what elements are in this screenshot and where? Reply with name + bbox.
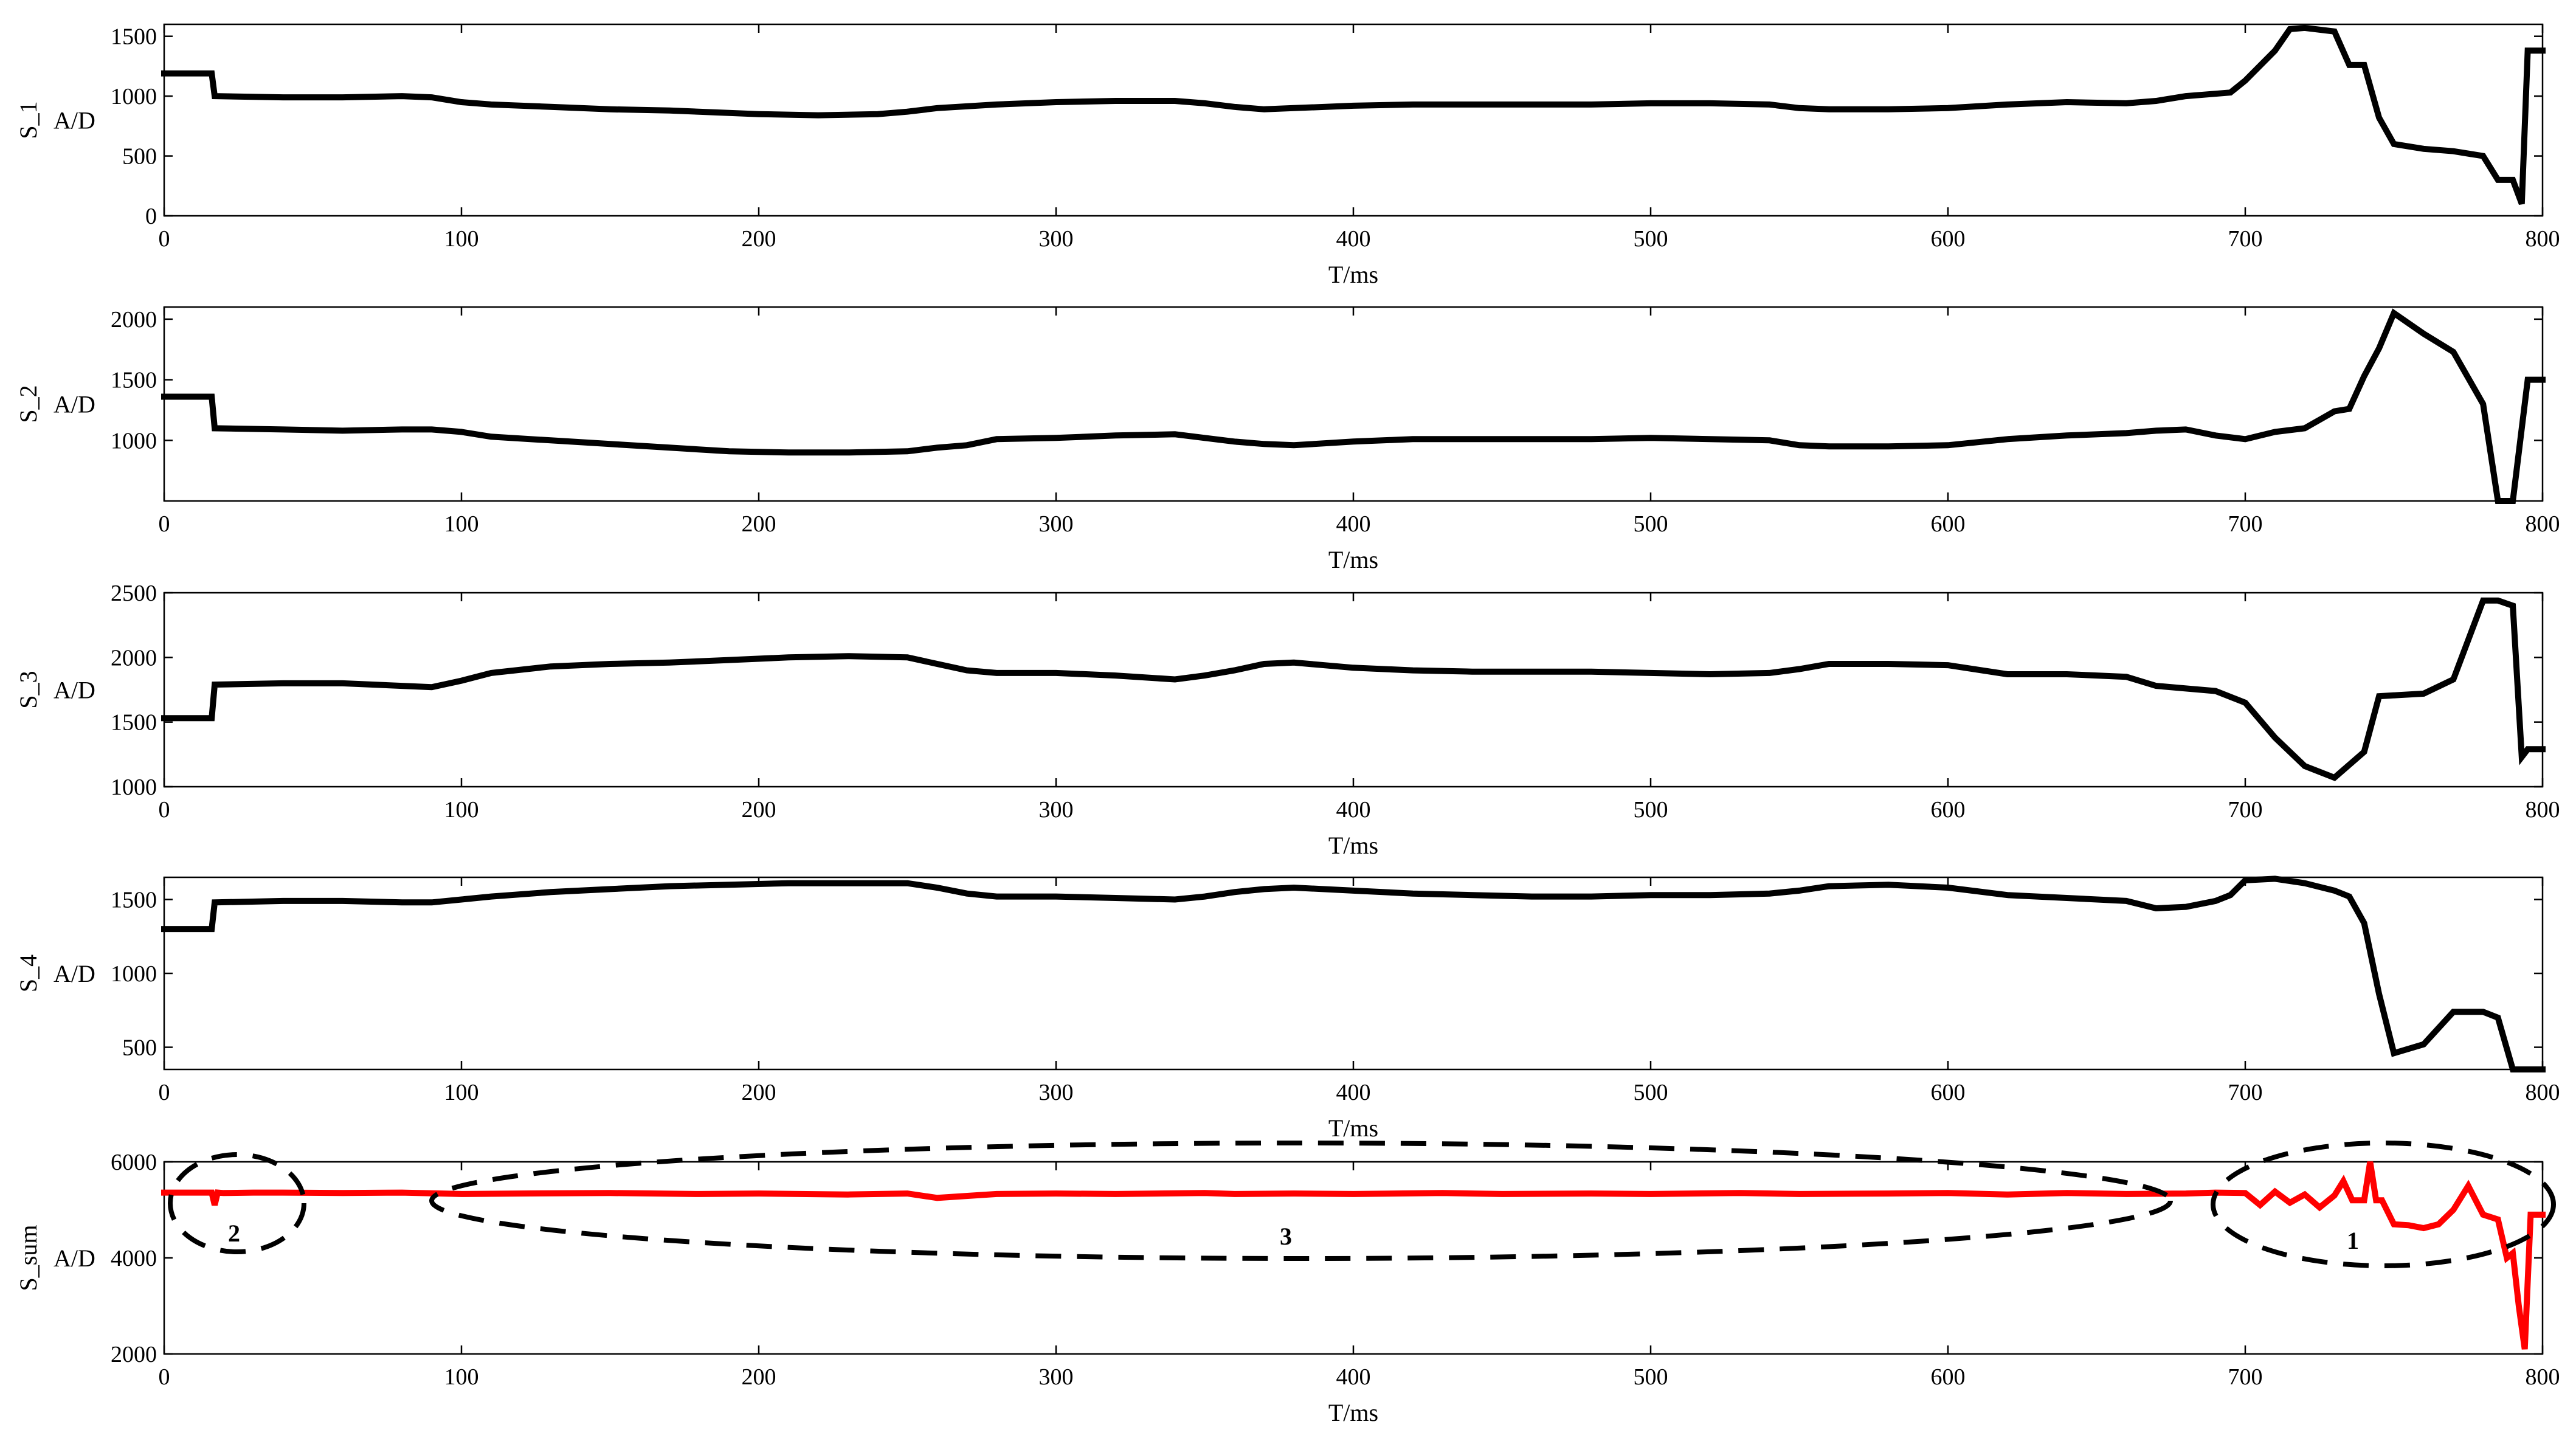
annotation-label: 3: [1280, 1223, 1292, 1250]
x-tick-label: 200: [742, 1364, 776, 1390]
annotation-label: 2: [228, 1220, 240, 1247]
x-tick-label: 0: [159, 797, 170, 823]
y-tick-label: 4000: [111, 1246, 157, 1271]
plot-frame: [163, 23, 2544, 217]
x-tick-label: 600: [1931, 1080, 1966, 1105]
x-tick-label: 400: [1336, 511, 1371, 537]
x-tick-label: 500: [1634, 226, 1668, 252]
x-tick-label: 0: [159, 511, 170, 537]
x-tick-label: 300: [1039, 1080, 1074, 1105]
x-tick-label: 200: [742, 226, 776, 252]
y-axis-label: S_2: [15, 385, 42, 423]
x-tick-label: 400: [1336, 797, 1371, 823]
x-tick-label: 400: [1336, 1364, 1371, 1390]
y-axis-unit: A/D: [54, 107, 95, 134]
x-tick-label: 300: [1039, 797, 1074, 823]
y-tick-label: 2000: [111, 645, 157, 671]
x-axis-label: T/ms: [1328, 1399, 1378, 1426]
y-tick-label: 2000: [111, 307, 157, 333]
y-tick-label: 1000: [111, 428, 157, 454]
panels: 0 100 200 300 400 500 600 700 800050010001500T/m…: [15, 23, 2560, 1426]
x-tick-label: 100: [444, 511, 479, 537]
x-tick-label: 700: [2228, 226, 2263, 252]
x-tick-label: 0: [159, 1364, 170, 1390]
x-tick-label: 600: [1931, 1364, 1966, 1390]
x-tick-label: 600: [1931, 226, 1966, 252]
annotation-ellipse: [429, 1141, 2173, 1261]
plot-frame: [163, 306, 2544, 502]
y-tick-label: 1000: [111, 84, 157, 109]
y-tick-label: 500: [122, 1035, 157, 1061]
x-tick-label: 700: [2228, 1364, 2263, 1390]
series-line: [161, 24, 2546, 205]
x-tick-label: 700: [2228, 511, 2263, 537]
x-tick-label: 0: [159, 226, 170, 252]
x-tick-label: 100: [444, 797, 479, 823]
x-tick-label: 700: [2228, 797, 2263, 823]
x-tick-label: 300: [1039, 511, 1074, 537]
panel-5: 0 100 200 300 400 500 600 700 800 2000 4000 6000 T/m…: [15, 1141, 2560, 1426]
x-tick-label: 200: [742, 511, 776, 537]
x-tick-label: 500: [1634, 797, 1668, 823]
x-axis-label: T/ms: [1328, 546, 1378, 573]
annotation-ellipse: [2211, 1141, 2556, 1268]
y-tick-label: 6000: [111, 1150, 157, 1175]
y-axis-unit: A/D: [54, 1245, 95, 1272]
x-tick-label: 800: [2526, 797, 2560, 823]
y-axis-unit: A/D: [54, 960, 95, 987]
x-axis-label: T/ms: [1328, 832, 1378, 859]
y-axis-unit: A/D: [54, 391, 95, 418]
y-tick-label: 1500: [111, 710, 157, 736]
x-tick-label: 400: [1336, 1080, 1371, 1105]
y-tick-label: 1500: [111, 24, 157, 50]
annotation-ellipse: [168, 1152, 306, 1254]
x-axis-label: T/ms: [1328, 261, 1378, 288]
series-line: [161, 1161, 2546, 1350]
series-line: [161, 875, 2546, 1072]
x-tick-label: 600: [1931, 797, 1966, 823]
y-tick-label: 1000: [111, 775, 157, 800]
panel-1: 0 100 200 300 400 500 600 700 800 0 500 1000 1500 T/m…: [15, 23, 2560, 288]
y-tick-label: 1500: [111, 368, 157, 393]
x-tick-label: 300: [1039, 226, 1074, 252]
panel-4: 0 100 200 300 400 500 600 700 800 500 1000 1500 T/ms…: [15, 875, 2560, 1142]
x-tick-label: 600: [1931, 511, 1966, 537]
x-tick-label: 0: [159, 1080, 170, 1105]
y-tick-label: 1000: [111, 961, 157, 987]
x-tick-label: 100: [444, 1364, 479, 1390]
x-axis-label: T/ms: [1328, 1114, 1378, 1142]
y-axis-label: S_sum: [15, 1225, 42, 1291]
y-tick-label: 2500: [111, 581, 157, 606]
panel-3: 0 100 200 300 400 500 600 700 800 1000 1500 2000 250…: [15, 581, 2560, 859]
y-tick-label: 500: [122, 144, 157, 170]
x-tick-label: 400: [1336, 226, 1371, 252]
series-line: [161, 597, 2546, 781]
x-tick-label: 700: [2228, 1080, 2263, 1105]
x-tick-label: 500: [1634, 1364, 1668, 1390]
y-tick-label: 0: [145, 204, 157, 229]
y-tick-label: 1500: [111, 887, 157, 913]
series-line: [161, 308, 2546, 504]
x-tick-label: 300: [1039, 1364, 1074, 1390]
x-tick-label: 800: [2526, 511, 2560, 537]
panel-2: 0 100 200 300 400 500 600 700 800 1000 1500 2000 T/m…: [15, 306, 2560, 573]
y-axis-label: S_3: [15, 671, 42, 708]
y-axis-label: S_4: [15, 955, 42, 992]
x-tick-label: 800: [2526, 1080, 2560, 1105]
x-tick-label: 500: [1634, 1080, 1668, 1105]
x-tick-label: 100: [444, 1080, 479, 1105]
x-tick-label: 500: [1634, 511, 1668, 537]
x-tick-label: 100: [444, 226, 479, 252]
x-tick-label: 800: [2526, 1364, 2560, 1390]
x-tick-label: 200: [742, 1080, 776, 1105]
y-axis-label: S_1: [15, 101, 42, 139]
x-tick-label: 800: [2526, 226, 2560, 252]
y-axis-unit: A/D: [54, 677, 95, 704]
x-tick-label: 200: [742, 797, 776, 823]
y-tick-label: 2000: [111, 1342, 157, 1367]
annotation-label: 1: [2347, 1227, 2359, 1254]
